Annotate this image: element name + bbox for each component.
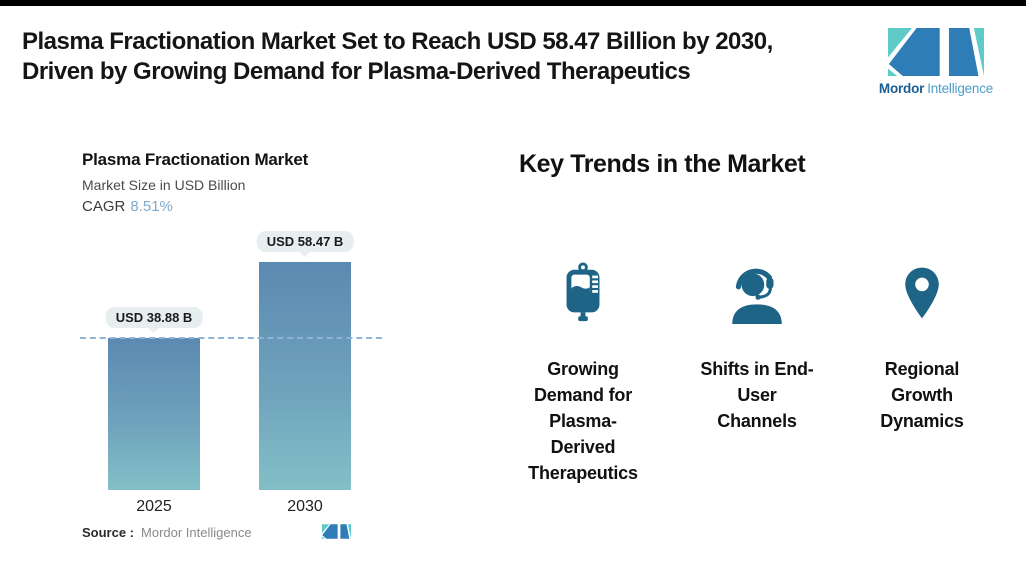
bar-value-badge-2025: USD 38.88 B	[105, 307, 203, 328]
brand-name-light: Intelligence	[927, 81, 994, 96]
trends-heading: Key Trends in the Market	[519, 150, 806, 178]
threshold-line	[80, 337, 382, 339]
bar-chart: USD 38.88 B 2025 USD 58.47 B 2030	[80, 230, 396, 515]
bar-2025: USD 38.88 B 2025	[105, 307, 203, 515]
cagr-label: CAGR	[82, 198, 126, 215]
trend-label: Shifts in End- User Channels	[700, 359, 814, 431]
chart-subtitle: Market Size in USD Billion	[82, 177, 246, 193]
x-axis-label-2025: 2025	[136, 498, 172, 515]
bar-2030: USD 58.47 B 2030	[256, 231, 354, 515]
brand-name-bold: Mordor	[878, 81, 925, 96]
trend-label: Regional Growth Dynamics	[880, 359, 964, 431]
brand-logo: Mordor Intelligence	[879, 28, 993, 96]
brand-wordmark: Mordor Intelligence	[879, 81, 993, 96]
location-pin-icon	[905, 267, 939, 319]
bar-value-badge-2030: USD 58.47 B	[256, 231, 354, 252]
chart-cagr: CAGR 8.51%	[82, 198, 308, 215]
mordor-intelligence-small-logo-icon	[322, 524, 351, 539]
page-title: Plasma Fractionation Market Set to Reach…	[22, 28, 773, 85]
trend-item-end-user-channels: Shifts in End- User Channels	[682, 260, 832, 434]
top-accent-bar	[0, 0, 1026, 6]
cagr-value: 8.51%	[130, 198, 173, 215]
support-agent-icon	[732, 268, 782, 324]
trend-item-plasma-demand: Growing Demand for Plasma- Derived Thera…	[513, 260, 653, 486]
blood-bag-icon	[566, 262, 600, 322]
trend-item-regional-growth: Regional Growth Dynamics	[852, 260, 992, 434]
source-label: Source :	[82, 525, 135, 540]
x-axis-label-2030: 2030	[287, 498, 323, 515]
trend-label: Growing Demand for Plasma- Derived Thera…	[528, 359, 638, 483]
chart-title: Plasma Fractionation Market	[82, 150, 309, 169]
mordor-intelligence-logo-icon	[888, 28, 984, 76]
source-row: Source : Mordor Intelligence	[82, 525, 252, 540]
source-value: Mordor Intelligence	[141, 525, 252, 540]
chart-header: Plasma Fractionation Market Market Size …	[82, 150, 308, 215]
